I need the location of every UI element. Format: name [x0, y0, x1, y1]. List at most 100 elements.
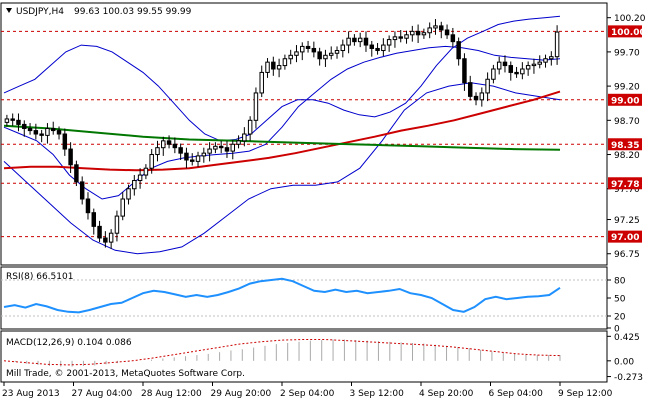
candle-body-15	[91, 212, 97, 227]
level-label-2: 98.35	[611, 141, 639, 151]
candle-body-92	[537, 61, 542, 65]
candle-body-69	[404, 34, 409, 39]
candle-body-29	[172, 143, 178, 149]
price-tick-label-1: 99.70	[614, 48, 640, 58]
candle-body-51	[300, 45, 305, 53]
collapse-triangle-icon[interactable]	[6, 8, 12, 13]
candle-body-59	[346, 37, 351, 46]
candle-body-19	[114, 215, 120, 234]
copyright-text: Mill Trade, © 2001-2013, MetaQuotes Soft…	[6, 369, 245, 379]
candle-body-0	[4, 118, 10, 123]
candle-body-45	[265, 61, 270, 73]
candle-body-42	[247, 119, 253, 135]
candle-body-70	[410, 30, 415, 36]
candle-body-22	[132, 180, 137, 190]
candle-body-30	[178, 147, 183, 154]
macd-tick-label-0: 0.425	[614, 333, 640, 343]
candle-body-85	[496, 61, 502, 70]
candle-body-64	[375, 47, 380, 52]
candle-body-32	[189, 159, 195, 162]
time-tick-label-7: 6 Sep 04:00	[489, 389, 544, 399]
candle-body-78	[456, 41, 461, 60]
candle-body-80	[467, 82, 473, 97]
candle-body-55	[323, 54, 328, 60]
price-axis: 100.20 99.70 99.20 98.70 98.20 97.70 97.25 96.7…	[607, 14, 646, 260]
candle-body-27	[161, 140, 166, 149]
candle-body-73	[427, 27, 432, 34]
candles	[4, 19, 560, 249]
candle-body-71	[415, 30, 421, 36]
candle-body-50	[294, 51, 299, 56]
candle-body-1	[10, 118, 15, 121]
time-tick-label-3: 29 Aug 20:00	[211, 389, 272, 399]
candle-body-54	[317, 51, 322, 60]
macd-tick-label-2: -0.273	[614, 373, 643, 383]
candle-body-77	[450, 34, 456, 43]
series-line-0	[3, 15, 561, 142]
candle-body-21	[126, 188, 131, 200]
series-line-4	[3, 124, 561, 151]
candle-body-62	[363, 37, 369, 46]
rsi-tick-label-2: 20	[614, 313, 626, 323]
rsi-tick-label-0: 80	[614, 277, 626, 287]
candle-body-75	[439, 25, 444, 31]
level-label-bg-3	[608, 177, 642, 190]
macd-pane: 0.425 0.00 -0.273	[3, 333, 643, 383]
level-label-bg-4	[608, 230, 642, 243]
rsi-pane: 80 50 20 0	[1, 277, 626, 335]
candle-body-16	[97, 225, 102, 239]
candle-body-61	[357, 37, 363, 43]
rsi-tick-label-3: 0	[614, 325, 620, 335]
candle-body-37	[218, 145, 224, 149]
candle-body-90	[525, 65, 531, 70]
candle-body-14	[85, 198, 91, 214]
macd-pane-frame	[0, 330, 608, 383]
level-label-3: 97.78	[611, 180, 639, 190]
candle-body-94	[549, 56, 554, 60]
rsi-line	[3, 277, 561, 314]
time-tick-label-4: 2 Sep 04:00	[280, 389, 335, 399]
rsi-tick-label-1: 50	[614, 295, 626, 305]
candle-body-39	[230, 143, 236, 152]
time-tick-label-2: 28 Aug 12:00	[141, 389, 202, 399]
candle-body-49	[288, 54, 293, 60]
candle-body-33	[195, 155, 201, 162]
series-line-3	[3, 90, 561, 172]
candle-body-68	[398, 36, 403, 39]
symbol-label: USDJPY,H4	[16, 7, 64, 17]
candle-body-35	[207, 148, 212, 154]
candle-body-89	[520, 68, 525, 75]
rsi-title: RSI(8) 66.5101	[6, 272, 73, 282]
level-label-bg-0	[608, 25, 642, 38]
candle-body-4	[27, 128, 33, 132]
candle-body-95	[554, 31, 560, 58]
candle-body-40	[236, 140, 241, 145]
time-tick-label-0: 23 Aug 2013	[2, 389, 60, 399]
candle-body-13	[79, 181, 85, 200]
candle-body-5	[33, 130, 39, 135]
macd-title: MACD(12,26,9) 0.104 0.086	[6, 338, 132, 348]
price-tick-label-3: 98.70	[614, 117, 640, 127]
candle-body-3	[22, 123, 27, 130]
candle-body-57	[334, 50, 340, 54]
price-tick-label-2: 99.20	[614, 83, 640, 93]
candle-body-66	[386, 39, 392, 46]
level-label-1: 99.00	[611, 96, 639, 106]
price-tick-label-0: 100.20	[614, 14, 646, 24]
candle-body-38	[224, 147, 230, 152]
candle-body-18	[108, 232, 114, 243]
candle-body-28	[166, 140, 172, 145]
series-line-2	[3, 82, 561, 255]
candle-body-82	[479, 92, 485, 101]
candle-body-67	[392, 36, 398, 41]
candle-body-12	[74, 164, 79, 183]
candle-body-53	[311, 47, 317, 53]
candle-body-31	[184, 152, 189, 161]
candle-body-48	[282, 58, 288, 67]
candle-body-84	[491, 68, 496, 80]
candle-body-25	[149, 154, 154, 169]
price-pane-frame	[0, 2, 608, 266]
candle-body-8	[50, 128, 56, 132]
price-tick-label-7: 96.75	[614, 250, 640, 260]
